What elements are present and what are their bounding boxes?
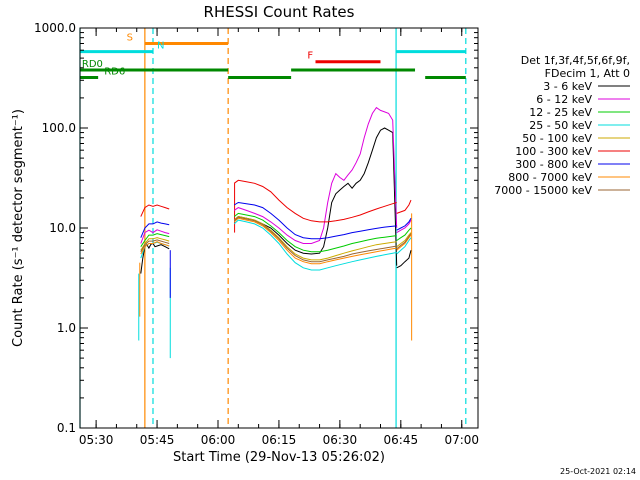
series-2-segment-0 [140,233,170,247]
series-3 [140,219,412,271]
series-6 [140,201,412,240]
series-3-segment-1 [233,219,397,271]
series-1 [140,106,412,244]
x-tick-label-3: 06:15 [262,433,297,447]
y-tick-label-0: 0.1 [57,421,76,435]
flag-rd0-label: RD0 [82,59,103,70]
y-ticks: 0.1 1.0 10.0 100.0 1000.0 [34,21,478,435]
legend-label-5: 100 - 300 keV [515,145,592,158]
legend-header-0: Det 1f,3f,4f,5f,6f,9f, [521,54,630,67]
spike-marks [138,183,413,359]
legend: Det 1f,3f,4f,5f,6f,9f,FDecim 1, Att 03 -… [494,54,630,197]
x-axis-label: Start Time (29-Nov-13 05:26:02) [173,450,385,465]
y-tick-label-2: 10.0 [49,221,76,235]
x-tick-label-1: 05:45 [140,433,175,447]
series-8-segment-1 [233,216,397,263]
x-tick-label-5: 06:45 [384,433,419,447]
series-0-segment-1 [233,127,398,266]
legend-label-1: 6 - 12 keV [536,93,592,106]
x-ticks: 05:30 05:45 06:00 06:15 06:30 06:45 07:00 [79,28,479,447]
series-6-segment-2 [396,218,412,231]
series-8-segment-2 [396,233,412,250]
x-tick-label-2: 06:00 [201,433,236,447]
series-1-segment-1 [233,106,398,244]
series-5-segment-1 [233,179,397,223]
series-2-segment-1 [233,212,397,253]
flag-n-label: N [157,41,164,52]
series-lines [140,106,412,274]
series-2-segment-2 [396,227,412,241]
series-5 [140,179,412,223]
series-7-segment-0 [140,241,170,255]
series-4-segment-0 [140,237,170,251]
flag-rd6-label: RD6 [104,66,125,77]
series-8 [140,216,412,263]
y-tick-label-4: 1000.0 [34,21,76,35]
flag-f-label: F [307,51,313,62]
series-5-segment-2 [396,199,412,214]
series-6-segment-1 [233,201,397,240]
series-6-segment-0 [140,221,170,238]
series-2 [140,212,412,253]
timestamp: 25-Oct-2021 02:14 [560,467,636,476]
series-0-segment-2 [396,250,412,269]
series-7-segment-2 [396,234,412,251]
legend-label-8: 7000 - 15000 keV [494,184,592,197]
legend-label-2: 12 - 25 keV [529,106,592,119]
x-tick-label-6: 07:00 [444,433,479,447]
series-8-segment-0 [140,239,170,252]
legend-label-7: 800 - 7000 keV [508,171,592,184]
series-1-segment-2 [396,219,412,234]
legend-header-1: FDecim 1, Att 0 [545,67,630,80]
flag-s-label: S [127,32,133,43]
series-7-segment-1 [233,217,397,265]
series-3-segment-2 [396,237,412,255]
series-0 [140,127,412,274]
series-4-segment-2 [396,232,412,248]
y-axis-label: Count Rate (s⁻¹ detector segment⁻¹) [11,109,26,347]
legend-label-0: 3 - 6 keV [543,80,592,93]
series-4 [140,216,412,261]
series-4-segment-1 [233,216,397,261]
series-5-segment-0 [140,204,170,217]
y-tick-label-3: 100.0 [42,121,76,135]
series-7 [140,217,412,265]
y-tick-label-1: 1.0 [57,321,76,335]
legend-label-6: 300 - 800 keV [515,158,592,171]
legend-label-3: 25 - 50 keV [529,119,592,132]
series-1-segment-0 [140,229,170,244]
legend-label-4: 50 - 100 keV [522,132,592,145]
x-tick-label-0: 05:30 [79,433,114,447]
chart-title: RHESSI Count Rates [204,3,355,21]
x-tick-label-4: 06:30 [323,433,358,447]
